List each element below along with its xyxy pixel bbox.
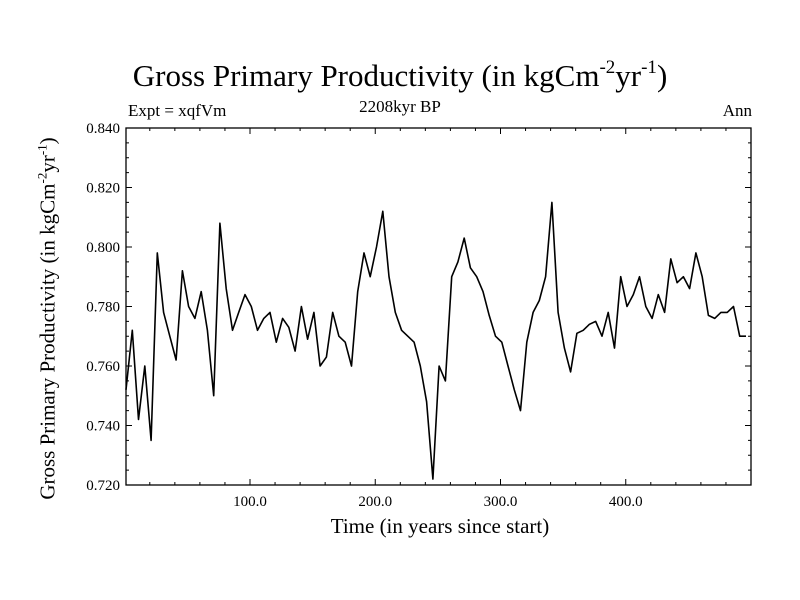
axis-ticks: 100.0 200.0 300.0 400.0 0.720 0.740 0.760 0.780…	[86, 121, 751, 510]
experiment-label: Expt = xqfVm	[128, 101, 227, 120]
y-tick-label: 0.720	[86, 478, 120, 494]
y-tick-label: 0.820	[86, 181, 120, 197]
y-tick-label: 0.780	[86, 300, 120, 316]
y-tick-label: 0.760	[86, 359, 120, 375]
x-tick-label: 100.0	[233, 494, 267, 510]
y-tick-label: 0.800	[86, 240, 120, 256]
x-tick-label: 400.0	[609, 494, 643, 510]
period-label: 2208kyr BP	[359, 97, 441, 116]
y-tick-label: 0.840	[86, 121, 120, 137]
series-line	[125, 201, 746, 480]
y-tick-label: 0.740	[86, 419, 120, 435]
x-tick-label: 300.0	[484, 494, 518, 510]
x-tick-label: 200.0	[358, 494, 392, 510]
series-group	[125, 201, 746, 480]
plot-frame	[125, 127, 752, 486]
chart-title: Gross Primary Productivity (in kgCm-2yr-…	[132, 57, 668, 93]
x-axis-label: Time (in years since start)	[330, 514, 550, 538]
season-label: Ann	[722, 101, 752, 120]
